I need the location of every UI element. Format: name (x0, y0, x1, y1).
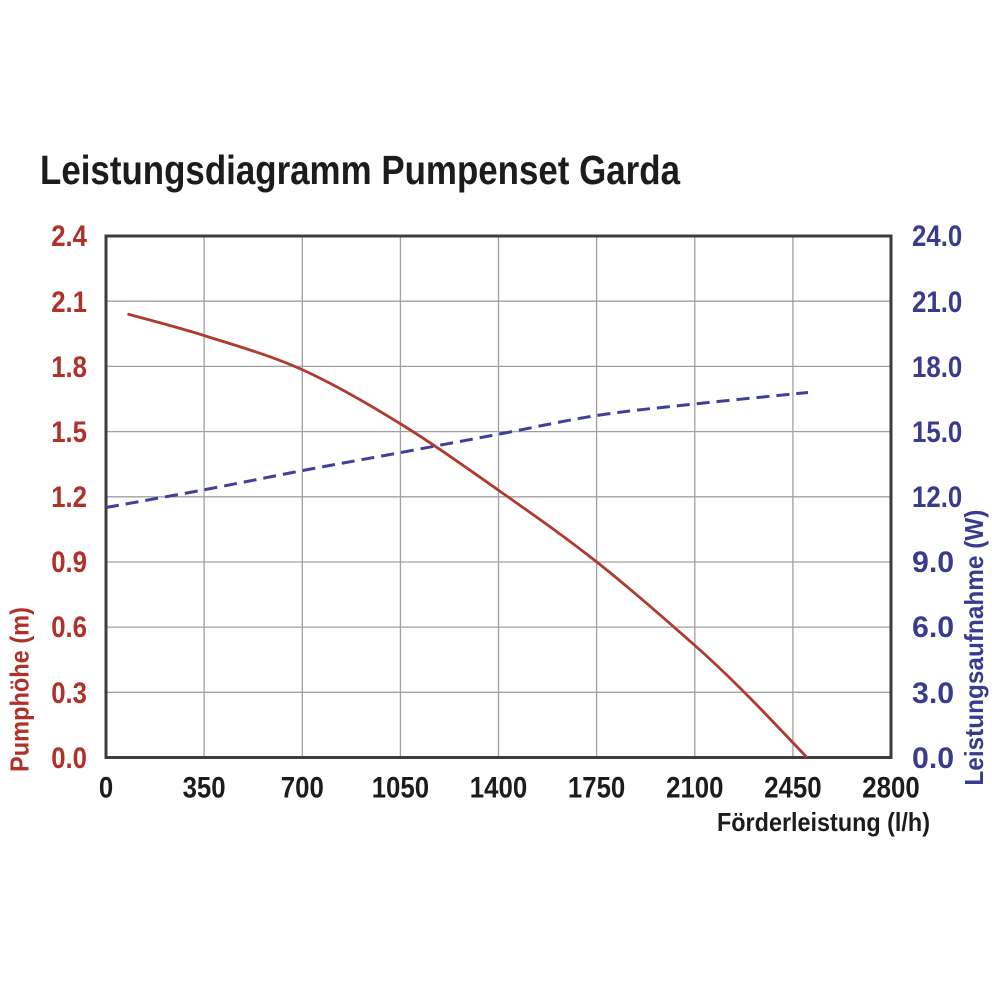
svg-text:1.2: 1.2 (51, 481, 87, 514)
svg-text:Leistungsaufnahme (W): Leistungsaufnahme (W) (959, 510, 989, 786)
svg-text:21.0: 21.0 (912, 286, 962, 319)
svg-text:0.3: 0.3 (51, 677, 87, 710)
svg-text:12.0: 12.0 (912, 481, 962, 514)
svg-text:0.0: 0.0 (51, 742, 87, 775)
svg-text:3.0: 3.0 (912, 677, 954, 710)
svg-text:0.0: 0.0 (912, 742, 954, 775)
svg-text:6.0: 6.0 (912, 611, 954, 644)
svg-text:0: 0 (99, 772, 113, 805)
svg-text:24.0: 24.0 (912, 220, 962, 253)
svg-text:15.0: 15.0 (912, 416, 962, 449)
svg-text:700: 700 (281, 772, 324, 805)
svg-text:350: 350 (183, 772, 226, 805)
svg-text:2.4: 2.4 (51, 220, 87, 253)
svg-text:1.5: 1.5 (51, 416, 87, 449)
svg-text:1400: 1400 (470, 772, 527, 805)
svg-text:1050: 1050 (372, 772, 429, 805)
svg-text:18.0: 18.0 (912, 351, 962, 384)
svg-text:Leistungsdiagramm Pumpenset Ga: Leistungsdiagramm Pumpenset Garda (40, 147, 681, 193)
svg-text:2.1: 2.1 (51, 286, 87, 319)
svg-text:0.9: 0.9 (51, 546, 87, 579)
svg-text:2450: 2450 (764, 772, 821, 805)
svg-text:Förderleistung (l/h): Förderleistung (l/h) (717, 807, 930, 837)
svg-text:1.8: 1.8 (51, 351, 87, 384)
svg-text:1750: 1750 (568, 772, 625, 805)
svg-text:2100: 2100 (666, 772, 723, 805)
svg-text:2800: 2800 (862, 772, 919, 805)
svg-text:0.6: 0.6 (51, 611, 87, 644)
svg-text:Pumphöhe (m): Pumphöhe (m) (5, 607, 35, 772)
svg-text:9.0: 9.0 (912, 546, 954, 579)
